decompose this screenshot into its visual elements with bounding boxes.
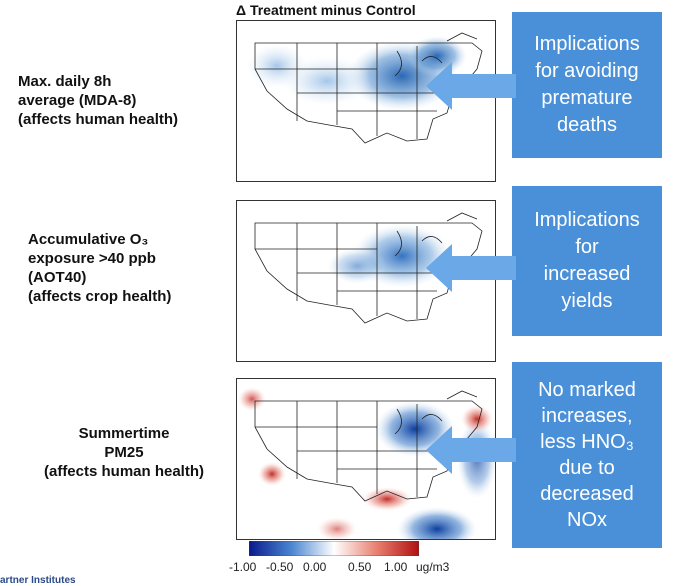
colorbar-tick: 0.00 [303,560,327,574]
label-line: (affects human health) [18,111,179,128]
callout-line: increases, [541,405,633,427]
callout-line: Implications [534,33,640,55]
colorbar-unit: ug/m3 [416,560,450,574]
callout-line: premature [541,87,633,109]
callout-premature-deaths: Implications for avoiding premature deat… [512,12,662,158]
label-line: Accumulative O₃ [28,231,149,248]
callout-line: NOx [567,509,607,531]
colorbar-tick: 0.50 [348,560,372,574]
arrow-icon [426,426,516,474]
callout-line: decreased [540,483,634,505]
colorbar-tick: -0.50 [266,560,294,574]
map-aot40 [236,200,496,362]
label-line: PM25 [104,444,144,461]
callout-line: yields [561,290,613,312]
callout-line: No marked [538,379,636,401]
label-line: average (MDA-8) [18,92,137,109]
figure-title: Δ Treatment minus Control [236,2,416,18]
map-pm25 [236,378,496,540]
callout-line: for avoiding [535,60,639,82]
footer-logo-text: artner Institutes [0,575,76,586]
callout-line: deaths [556,114,618,136]
row-label-mda8: Max. daily 8h average (MDA-8) (affects h… [18,72,178,129]
label-line: Max. daily 8h [18,73,112,90]
callout-line: Implications [534,209,640,231]
row-label-aot40: Accumulative O₃ exposure >40 ppb (AOT40)… [28,230,171,306]
callout-line: less HNO₃ [540,431,634,453]
label-line: (AOT40) [28,269,87,286]
label-line: Summertime [78,425,170,442]
colorbar [249,541,419,556]
callout-line: increased [543,263,631,285]
map-mda8 [236,20,496,182]
label-line: (affects human health) [43,463,205,480]
callout-line: due to [559,457,615,479]
colorbar-tick: 1.00 [384,560,408,574]
row-label-pm25: Summertime PM25 (affects human health) [10,424,238,481]
label-line: (affects crop health) [28,288,172,305]
colorbar-tick: -1.00 [229,560,257,574]
label-line: exposure >40 ppb [28,250,156,267]
callout-line: for [575,236,599,258]
callout-no-marked-increases: No marked increases, less HNO₃ due to de… [512,362,662,548]
callout-increased-yields: Implications for increased yields [512,186,662,336]
arrow-icon [426,244,516,292]
arrow-icon [426,62,516,110]
